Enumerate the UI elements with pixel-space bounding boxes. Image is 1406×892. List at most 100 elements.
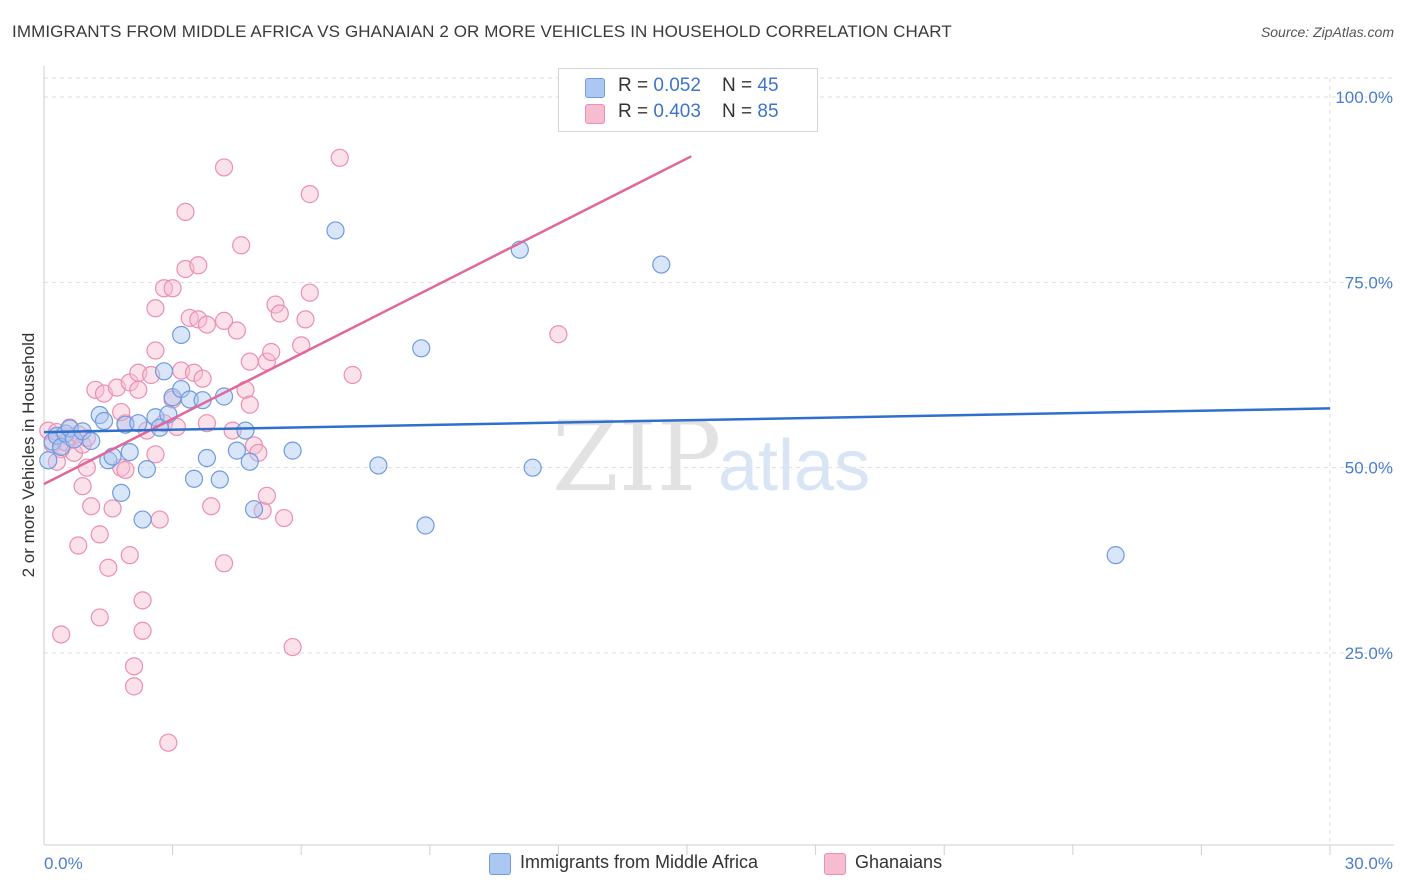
point-immigrants-middle-africa bbox=[1106, 546, 1125, 565]
point-ghanaians bbox=[52, 625, 71, 644]
point-immigrants-middle-africa bbox=[184, 469, 204, 488]
point-ghanaians bbox=[300, 283, 319, 302]
point-immigrants-middle-africa bbox=[82, 431, 101, 451]
point-ghanaians bbox=[300, 185, 319, 204]
point-immigrants-middle-africa bbox=[120, 442, 139, 462]
legend-n-label: N = bbox=[722, 101, 758, 122]
point-immigrants-middle-africa bbox=[652, 255, 671, 274]
point-immigrants-middle-africa bbox=[129, 414, 148, 433]
watermark-atlas: atlas bbox=[718, 426, 870, 506]
point-ghanaians bbox=[99, 558, 118, 577]
point-ghanaians bbox=[270, 304, 289, 323]
series-ghanaians bbox=[39, 148, 568, 752]
point-ghanaians bbox=[283, 637, 302, 657]
y-tick-label: 100.0% bbox=[1335, 88, 1393, 107]
point-immigrants-middle-africa bbox=[240, 452, 259, 471]
correlation-legend: R = 0.052 N = 45 R = 0.403 N = 85 bbox=[558, 68, 818, 132]
point-ghanaians bbox=[124, 657, 144, 676]
trend-line-immigrants-middle-africa bbox=[43, 407, 1331, 434]
legend-r-label: R = bbox=[618, 101, 654, 122]
point-ghanaians bbox=[214, 158, 234, 177]
point-ghanaians bbox=[146, 445, 165, 464]
point-ghanaians bbox=[223, 421, 242, 440]
y-axis-label: 2 or more Vehicles in Household bbox=[19, 333, 38, 578]
point-ghanaians bbox=[90, 608, 109, 627]
legend-n-value: 85 bbox=[757, 101, 779, 122]
point-immigrants-middle-africa bbox=[210, 470, 229, 489]
point-ghanaians bbox=[129, 380, 148, 399]
point-ghanaians bbox=[240, 395, 259, 414]
point-immigrants-middle-africa bbox=[137, 460, 156, 479]
point-ghanaians bbox=[197, 414, 216, 433]
point-ghanaians bbox=[159, 733, 178, 752]
x-tick-label: 0.0% bbox=[44, 854, 83, 873]
point-ghanaians bbox=[214, 554, 234, 573]
point-immigrants-middle-africa bbox=[244, 500, 264, 519]
point-ghanaians bbox=[150, 510, 169, 529]
point-immigrants-middle-africa bbox=[154, 362, 174, 381]
y-tick-labels: 25.0% 50.0% 75.0% 100.0% bbox=[1335, 88, 1393, 663]
legend-text-blue: R = 0.052 N = 45 bbox=[618, 75, 779, 97]
point-immigrants-middle-africa bbox=[236, 421, 255, 440]
bottom-legend-label-ghanaians: Ghanaians bbox=[855, 852, 943, 872]
point-ghanaians bbox=[214, 311, 234, 330]
legend-n-value: 45 bbox=[757, 75, 779, 96]
point-ghanaians bbox=[330, 148, 349, 167]
point-ghanaians bbox=[343, 365, 362, 385]
y-tick-label: 50.0% bbox=[1345, 459, 1393, 478]
legend-r-value: 0.403 bbox=[653, 101, 701, 122]
point-immigrants-middle-africa bbox=[283, 441, 302, 460]
point-immigrants-middle-africa bbox=[197, 448, 216, 468]
point-ghanaians bbox=[146, 341, 165, 360]
point-ghanaians bbox=[163, 279, 182, 298]
point-immigrants-middle-africa bbox=[133, 510, 152, 529]
point-ghanaians bbox=[227, 321, 246, 340]
point-ghanaians bbox=[90, 525, 109, 544]
point-ghanaians bbox=[103, 499, 122, 518]
point-immigrants-middle-africa bbox=[180, 390, 199, 409]
point-ghanaians bbox=[257, 486, 277, 505]
legend-r-label: R = bbox=[618, 75, 654, 96]
point-immigrants-middle-africa bbox=[369, 456, 388, 475]
point-ghanaians bbox=[69, 536, 88, 555]
point-immigrants-middle-africa bbox=[416, 516, 435, 535]
point-ghanaians bbox=[189, 310, 208, 329]
point-ghanaians bbox=[176, 202, 195, 222]
point-ghanaians bbox=[274, 508, 294, 528]
bottom-legend-swatch-pink bbox=[824, 853, 846, 875]
point-ghanaians bbox=[73, 477, 92, 496]
point-ghanaians bbox=[189, 256, 208, 275]
trend-lines bbox=[43, 155, 1331, 486]
point-ghanaians bbox=[133, 591, 152, 610]
point-ghanaians bbox=[549, 325, 568, 344]
legend-swatch-pink bbox=[585, 104, 605, 124]
point-ghanaians bbox=[296, 310, 315, 329]
y-tick-label: 75.0% bbox=[1345, 273, 1393, 292]
point-ghanaians bbox=[133, 621, 152, 640]
y-tick-label: 25.0% bbox=[1345, 644, 1393, 663]
x-tick-label: 30.0% bbox=[1345, 854, 1393, 873]
point-ghanaians bbox=[197, 315, 216, 334]
point-ghanaians bbox=[232, 236, 251, 255]
legend-r-value: 0.052 bbox=[653, 75, 701, 96]
point-ghanaians bbox=[120, 546, 139, 565]
point-immigrants-middle-africa bbox=[412, 339, 431, 358]
point-ghanaians bbox=[124, 677, 144, 696]
point-immigrants-middle-africa bbox=[112, 483, 131, 502]
point-immigrants-middle-africa bbox=[227, 441, 246, 460]
point-immigrants-middle-africa bbox=[172, 325, 191, 345]
point-ghanaians bbox=[193, 369, 212, 388]
legend-n-label: N = bbox=[722, 75, 758, 96]
point-ghanaians bbox=[146, 299, 165, 318]
watermark-zip: ZIP bbox=[552, 401, 721, 513]
point-ghanaians bbox=[266, 295, 285, 314]
legend-text-pink: R = 0.403 N = 85 bbox=[618, 101, 779, 123]
legend-swatch-blue bbox=[585, 78, 605, 98]
point-immigrants-middle-africa bbox=[523, 458, 542, 477]
bottom-legend-label-immigrants: Immigrants from Middle Africa bbox=[520, 852, 759, 872]
point-ghanaians bbox=[240, 352, 259, 371]
point-ghanaians bbox=[116, 460, 135, 479]
point-immigrants-middle-africa bbox=[326, 221, 345, 240]
chart-title: IMMIGRANTS FROM MIDDLE AFRICA VS GHANAIA… bbox=[12, 22, 952, 41]
